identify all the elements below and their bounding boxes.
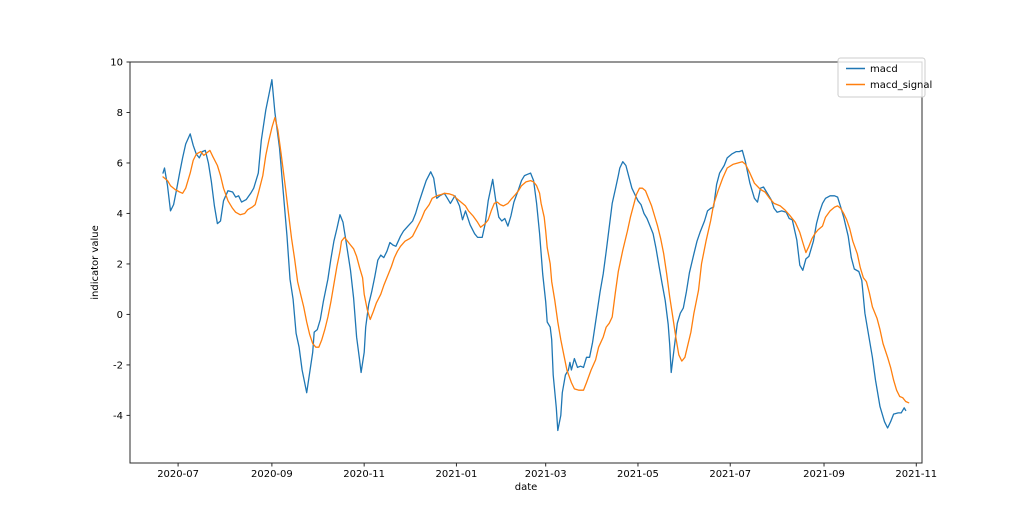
y-tick-label-6: 8 — [117, 108, 123, 119]
legend-box — [837, 57, 926, 98]
y-tick-label-3: 2 — [117, 259, 123, 270]
x-tick-label-6: 2021-07 — [709, 469, 751, 480]
y-axis-label: indicator value — [90, 225, 101, 300]
x-tick-label-5: 2021-05 — [617, 469, 659, 480]
y-tick-label-0: -4 — [113, 411, 123, 422]
y-tick-label-4: 4 — [117, 209, 123, 220]
macd_signal-line — [162, 116, 910, 404]
legend-label-macd_signal: macd_signal — [870, 80, 932, 91]
x-tick-label-7: 2021-09 — [803, 469, 845, 480]
x-tick-label-4: 2021-03 — [525, 469, 567, 480]
x-tick-label-2: 2020-11 — [343, 469, 385, 480]
y-tick-label-1: -2 — [113, 360, 123, 371]
x-axis-label: date — [515, 482, 538, 493]
legend-label-macd: macd — [870, 64, 898, 75]
x-tick-label-1: 2020-09 — [251, 469, 293, 480]
macd-line — [162, 79, 907, 432]
y-tick-label-7: 10 — [110, 58, 123, 69]
y-tick-label-5: 6 — [117, 158, 123, 169]
x-tick-label-3: 2021-01 — [436, 469, 478, 480]
y-tick-label-2: 0 — [117, 310, 123, 321]
x-tick-label-0: 2020-07 — [157, 469, 199, 480]
axes-spines — [129, 61, 923, 464]
x-tick-label-8: 2021-11 — [895, 469, 937, 480]
